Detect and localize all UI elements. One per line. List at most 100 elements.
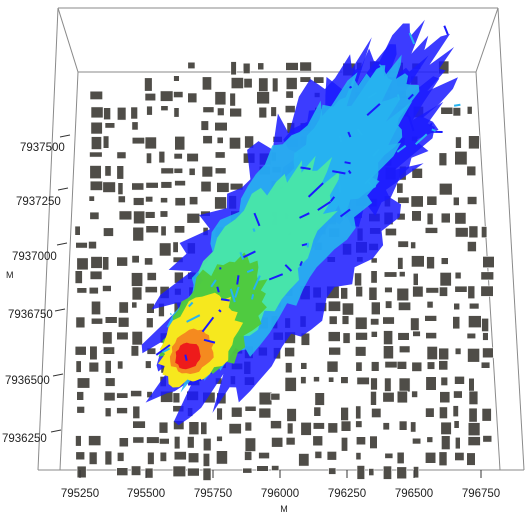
building	[217, 107, 225, 116]
building	[188, 421, 200, 436]
building	[271, 437, 284, 448]
building	[440, 421, 452, 435]
building	[382, 391, 395, 403]
building	[244, 405, 257, 412]
building	[244, 437, 257, 452]
building	[398, 301, 411, 311]
building	[440, 376, 448, 386]
building	[76, 406, 85, 414]
building	[186, 213, 201, 224]
building	[188, 167, 196, 176]
building	[453, 420, 460, 429]
building	[312, 435, 323, 447]
building	[370, 270, 378, 284]
y-tick-label: 7936750	[8, 309, 53, 321]
plume-streak	[299, 212, 310, 219]
building	[454, 271, 462, 280]
building	[160, 105, 169, 111]
building	[160, 197, 168, 204]
building	[411, 255, 425, 268]
building	[214, 196, 227, 210]
building	[438, 360, 449, 371]
building	[285, 362, 293, 374]
building	[173, 107, 180, 118]
building	[481, 226, 488, 238]
y-tick-label: 7937000	[12, 251, 57, 263]
building	[412, 285, 424, 298]
building	[90, 121, 103, 135]
building	[200, 181, 212, 193]
building	[118, 316, 130, 328]
building	[104, 316, 118, 324]
building	[466, 332, 476, 340]
building	[284, 347, 295, 357]
building	[468, 315, 482, 329]
building	[397, 196, 410, 204]
building	[187, 467, 200, 477]
building	[258, 407, 272, 419]
building	[355, 405, 362, 420]
building	[410, 195, 424, 208]
building	[102, 135, 110, 149]
building	[116, 256, 128, 267]
building	[159, 242, 172, 257]
building	[285, 77, 298, 90]
building	[146, 272, 157, 281]
building	[384, 452, 394, 459]
building	[147, 451, 155, 465]
building	[104, 360, 112, 374]
plume-streak	[201, 316, 215, 333]
building	[159, 438, 170, 445]
building	[270, 392, 281, 401]
building	[468, 390, 479, 405]
building	[88, 241, 97, 250]
building	[230, 77, 244, 89]
plume-streak	[218, 309, 222, 313]
building	[256, 91, 270, 105]
plume-streak	[216, 286, 220, 293]
building	[75, 360, 82, 373]
building	[187, 92, 198, 103]
building	[355, 420, 363, 428]
building	[216, 407, 223, 421]
building	[452, 107, 461, 117]
building	[467, 348, 480, 363]
building	[454, 212, 467, 225]
plume-streak	[373, 65, 381, 71]
plume-streak	[429, 122, 433, 127]
building	[229, 137, 241, 150]
building	[132, 226, 145, 242]
building	[412, 330, 421, 337]
plume-streak	[339, 135, 343, 143]
building	[368, 286, 378, 301]
plume-streak	[251, 294, 255, 300]
plume-streak	[347, 131, 352, 138]
building	[89, 151, 103, 158]
building	[355, 316, 368, 330]
building	[300, 362, 308, 370]
building	[88, 435, 102, 446]
concentration-plume	[141, 19, 461, 426]
building	[173, 167, 183, 174]
building	[104, 407, 112, 417]
building	[411, 390, 418, 398]
plume-streak	[186, 314, 201, 323]
plume-streak	[188, 301, 194, 308]
building	[103, 107, 111, 120]
building	[468, 407, 478, 423]
building	[117, 452, 125, 462]
building	[133, 210, 146, 225]
building	[370, 361, 380, 372]
plume-streak	[453, 103, 461, 107]
building	[340, 376, 349, 384]
building	[440, 106, 454, 115]
building	[116, 151, 127, 159]
building	[452, 405, 459, 418]
building	[172, 241, 179, 253]
building	[270, 106, 277, 117]
building	[242, 62, 251, 74]
building	[105, 377, 116, 387]
building	[481, 317, 489, 332]
building	[144, 286, 158, 293]
building	[328, 376, 335, 383]
